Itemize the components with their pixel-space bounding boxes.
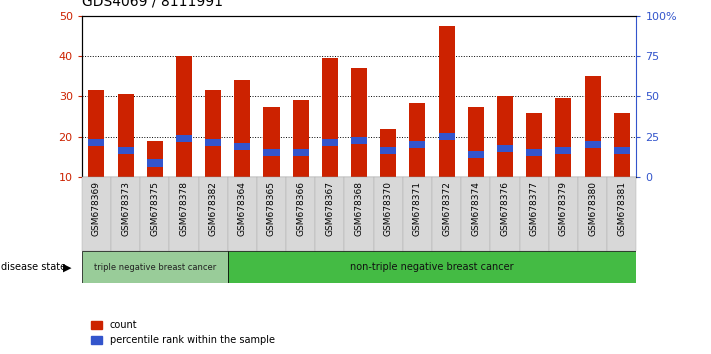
Text: non-triple negative breast cancer: non-triple negative breast cancer [351,262,514,272]
Bar [497,97,513,177]
Text: GSM678370: GSM678370 [384,181,392,236]
Bar [146,141,163,177]
Text: GSM678368: GSM678368 [355,181,363,236]
Text: GSM678382: GSM678382 [208,181,218,236]
Bar [439,133,454,140]
Text: GSM678373: GSM678373 [121,181,130,236]
Bar [491,177,520,251]
Bar [88,90,105,177]
Bar [526,149,542,156]
Bar [88,139,105,147]
Bar [228,177,257,251]
Bar [526,113,542,177]
Bar [520,177,549,251]
Text: GSM678369: GSM678369 [92,181,101,236]
Bar [169,177,198,251]
Bar [176,56,192,177]
Text: GSM678371: GSM678371 [413,181,422,236]
Bar [351,137,367,144]
Bar [380,147,396,154]
Bar [584,141,601,148]
Bar [257,177,286,251]
Bar [584,76,601,177]
Bar [140,177,169,251]
Bar [555,98,572,177]
Bar [410,103,425,177]
Text: disease state: disease state [1,262,66,272]
Bar [468,107,483,177]
Bar [235,143,250,150]
Bar [315,177,344,251]
Legend: count, percentile rank within the sample: count, percentile rank within the sample [87,316,279,349]
Bar [228,251,636,283]
Bar [146,159,163,166]
Text: GSM678377: GSM678377 [530,181,539,236]
Text: ▶: ▶ [63,262,71,272]
Bar [82,251,228,283]
Text: GSM678365: GSM678365 [267,181,276,236]
Bar [351,68,367,177]
Text: GSM678375: GSM678375 [150,181,159,236]
Bar [461,177,491,251]
Bar [468,151,483,159]
Bar [410,141,425,148]
Bar [205,139,221,147]
Bar [264,149,279,156]
Bar [497,145,513,153]
Bar [432,177,461,251]
Bar [555,147,572,154]
Bar [264,107,279,177]
Text: GSM678372: GSM678372 [442,181,451,236]
Text: GSM678364: GSM678364 [237,181,247,236]
Text: GDS4069 / 8111991: GDS4069 / 8111991 [82,0,223,9]
Text: GSM678381: GSM678381 [617,181,626,236]
Bar [614,113,630,177]
Bar [607,177,636,251]
Bar [117,95,134,177]
Bar [439,26,454,177]
Bar [344,177,374,251]
Bar [205,90,221,177]
Text: GSM678366: GSM678366 [296,181,305,236]
Bar [549,177,578,251]
Bar [374,177,403,251]
Bar [293,149,309,156]
Text: GSM678379: GSM678379 [559,181,568,236]
Bar [403,177,432,251]
Text: GSM678374: GSM678374 [471,181,481,236]
Bar [322,58,338,177]
Bar [117,147,134,154]
Bar [198,177,228,251]
Text: GSM678367: GSM678367 [326,181,334,236]
Text: GSM678378: GSM678378 [179,181,188,236]
Bar [82,177,111,251]
Bar [322,139,338,147]
Bar [293,101,309,177]
Text: GSM678380: GSM678380 [588,181,597,236]
Text: triple negative breast cancer: triple negative breast cancer [94,263,216,272]
Bar [578,177,607,251]
Bar [614,147,630,154]
Bar [235,80,250,177]
Bar [176,135,192,142]
Bar [380,129,396,177]
Bar [286,177,315,251]
Text: GSM678376: GSM678376 [501,181,510,236]
Bar [111,177,140,251]
